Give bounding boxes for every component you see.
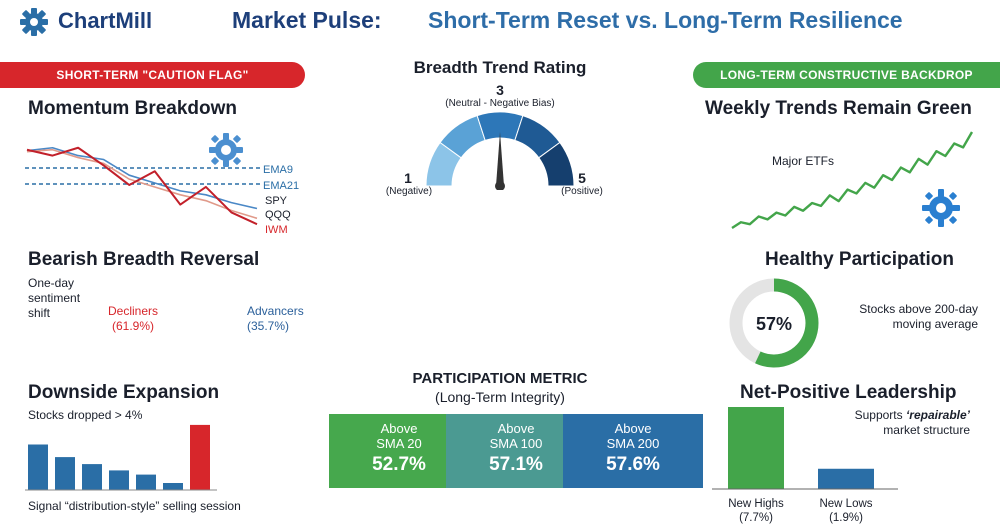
leadership-note: Supports ‘repairable’ market structure [800,408,970,438]
metric-title: PARTICIPATION METRIC [412,370,588,387]
leadership-category: New Lows [819,498,872,510]
participation-value: 57% [756,314,792,334]
metric-box-label: SMA 20 [376,436,422,451]
metric-subtitle: (Long-Term Integrity) [435,389,565,405]
downside-bar [28,444,48,490]
downside-title: Downside Expansion [28,382,220,403]
long-term-banner: LONG-TERM CONSTRUCTIVE BACKDROP [693,62,1000,88]
decliners: Decliners (61.9%) [96,304,170,334]
leadership-note-line1: Supports ‘repairable’ [800,408,970,423]
downside-bar [136,474,156,490]
metric-box-label: Above [380,421,418,436]
gear-logo-icon [18,6,50,38]
leadership-category: New Highs [728,498,784,510]
metric-box-value: 57.1% [489,454,543,475]
participation-donut: 57% [729,278,819,368]
metric-box-label: SMA 200 [606,436,660,451]
legend-spy: SPY [265,195,288,207]
downside-chart [25,424,217,491]
weekly-title: Weekly Trends Remain Green [705,98,972,119]
participation-title: Healthy Participation [765,249,954,270]
leadership-title: Net-Positive Leadership [740,382,957,403]
leadership-bar [728,407,784,489]
gear-decor-icon-2 [922,189,960,227]
brand-name: ChartMill [58,8,153,33]
downside-footer: Signal “distribution-style” selling sess… [28,499,241,513]
gauge-value: 3 [496,82,504,98]
short-term-banner: SHORT-TERM "CAUTION FLAG" [0,62,305,88]
metric-box-label: Above [497,421,535,436]
downside-subtitle: Stocks dropped > 4% [28,408,143,422]
weekly-series-label: Major ETFs [772,154,834,168]
sentiment-note-line2: sentiment [28,291,81,305]
leadership-note-em: ‘repairable’ [905,408,970,422]
leadership-note-pre: Supports [854,408,906,422]
legend-ema9: EMA9 [263,164,293,176]
leadership-chart: New Highs (7.7%) New Lows (1.9%) [712,407,898,524]
metric-box-sma20: Above SMA 20 52.7% [329,414,469,488]
momentum-iwm-line [26,146,258,226]
leadership-bar [818,468,874,489]
gauge-chart [425,111,575,190]
decliners-label: Decliners [107,304,158,318]
gauge-max-desc: (Positive) [561,186,603,197]
gauge-value-desc: (Neutral - Negative Bias) [445,98,555,109]
breadth-reversal-title: Bearish Breadth Reversal [28,249,260,270]
downside-bar [109,470,129,490]
participation-desc: Stocks above 200-day moving average [828,302,978,332]
metric-box-label: SMA 100 [489,436,543,451]
momentum-qqq-line [26,148,258,220]
gauge-needle [496,132,504,186]
participation-desc-line1: Stocks above 200-day [859,302,978,316]
donut-slice [755,278,819,368]
gear-decor-icon [209,133,243,167]
downside-bar [190,424,210,490]
sentiment-note: One-day sentiment shift [28,276,80,321]
gauge-segment [538,141,575,187]
downside-bar [82,464,102,490]
gauge-title: Breadth Trend Rating [413,58,587,77]
downside-bar [163,483,183,490]
decliners-value: (61.9%) [111,319,155,333]
gauge-max: 5 [578,170,586,186]
legend-iwm: IWM [265,224,288,236]
advancers: Advancers (35.7%) [247,304,304,334]
gauge-hub [495,181,505,190]
leadership-value: (7.7%) [739,512,773,524]
page-subtitle: Short-Term Reset vs. Long-Term Resilienc… [428,7,903,33]
metric-box-value: 52.7% [372,454,426,475]
leadership-note-line2: market structure [883,423,970,437]
page-title: Market Pulse: [232,7,382,33]
weekly-series-line [731,131,974,230]
participation-desc-line2: moving average [892,317,978,331]
momentum-title: Momentum Breakdown [28,98,238,119]
legend-qqq: QQQ [265,209,291,221]
gauge-min-desc: (Negative) [385,186,433,197]
advancers-label: Advancers [247,304,304,318]
weekly-chart: Major ETFs [731,131,974,230]
metric-box-sma100: Above SMA 100 57.1% [446,414,586,488]
metric-box-sma200: Above SMA 200 57.6% [563,414,703,488]
advancers-value: (35.7%) [247,319,290,333]
metric-box-label: Above [614,421,652,436]
metric-box-value: 57.6% [606,454,660,475]
momentum-chart: EMA9 EMA21 SPY QQQ IWM [25,133,299,236]
sentiment-note-line3: shift [28,306,51,320]
leadership-value: (1.9%) [829,512,863,524]
downside-bar [55,457,75,490]
legend-ema21: EMA21 [263,180,299,192]
sentiment-note-line1: One-day [28,276,75,290]
gauge-min: 1 [404,170,412,186]
